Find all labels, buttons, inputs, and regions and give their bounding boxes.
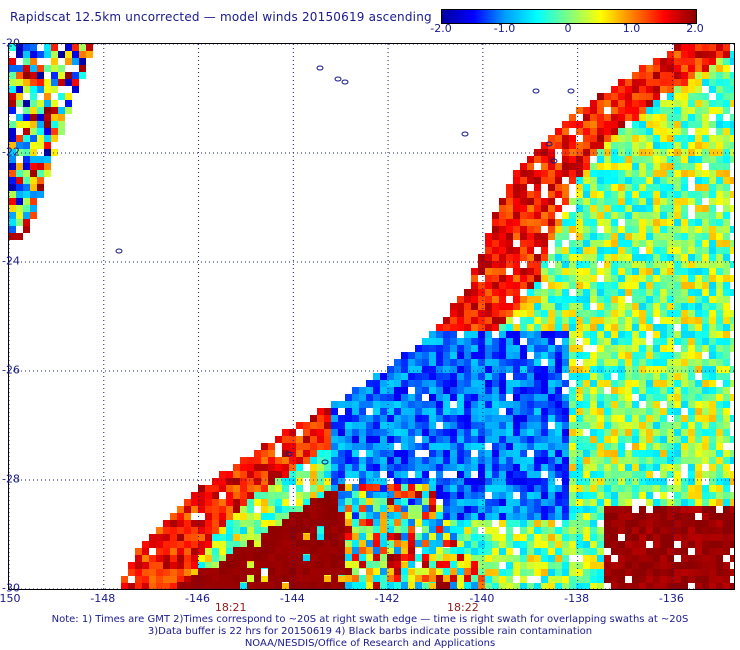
note-line-3: NOAA/NESDIS/Office of Research and Appli… [244, 638, 496, 649]
wind-cells [9, 44, 734, 589]
latitude-label: -26 [2, 363, 20, 377]
island-outline [461, 131, 469, 137]
longitude-label: -150 [0, 592, 21, 605]
longitude-label: -140 [469, 592, 495, 605]
island-outline [316, 65, 324, 71]
note-line-1: Note: 1) Times are GMT 2)Times correspon… [51, 614, 689, 625]
latitude-label: -24 [2, 254, 20, 268]
latitude-label: -20 [2, 36, 20, 50]
colorbar-tick-label: 0 [564, 22, 572, 35]
map-canvas [9, 44, 734, 589]
island-outline [545, 141, 553, 147]
island-outline [115, 248, 123, 254]
longitude-label: -146 [185, 592, 211, 605]
island-outline [285, 451, 293, 457]
island-outline [532, 88, 540, 94]
island-outline [567, 88, 575, 94]
longitude-label: -136 [658, 592, 684, 605]
colorbar-tick-label: -2.0 [430, 22, 452, 35]
longitude-label: -138 [564, 592, 590, 605]
island-outline [334, 76, 342, 82]
plot-title: Rapidscat 12.5km uncorrected — model win… [10, 10, 432, 24]
swath-time-label: 18:21 [214, 601, 247, 614]
latitude-label: -28 [2, 472, 20, 486]
longitude-label: -142 [374, 592, 400, 605]
graticule [9, 44, 734, 589]
note-line-2: 3)Data buffer is 22 hrs for 20150619 4) … [147, 626, 593, 637]
latitude-label: -22 [2, 145, 20, 159]
colorbar-tick-label: -1.0 [493, 22, 516, 35]
island-outline [341, 79, 349, 85]
colorbar-tick-label: 1.0 [622, 22, 641, 35]
swath-time-label: 18:22 [447, 601, 479, 614]
colorbar [441, 9, 697, 24]
longitude-label: -148 [90, 592, 116, 605]
island-outline [321, 459, 329, 465]
colorbar-tick-label: 2.0 [686, 22, 704, 35]
longitude-label: -144 [279, 592, 305, 605]
island-outline [550, 158, 558, 164]
wind-difference-map [8, 43, 735, 590]
latitude-label: -30 [2, 581, 20, 595]
